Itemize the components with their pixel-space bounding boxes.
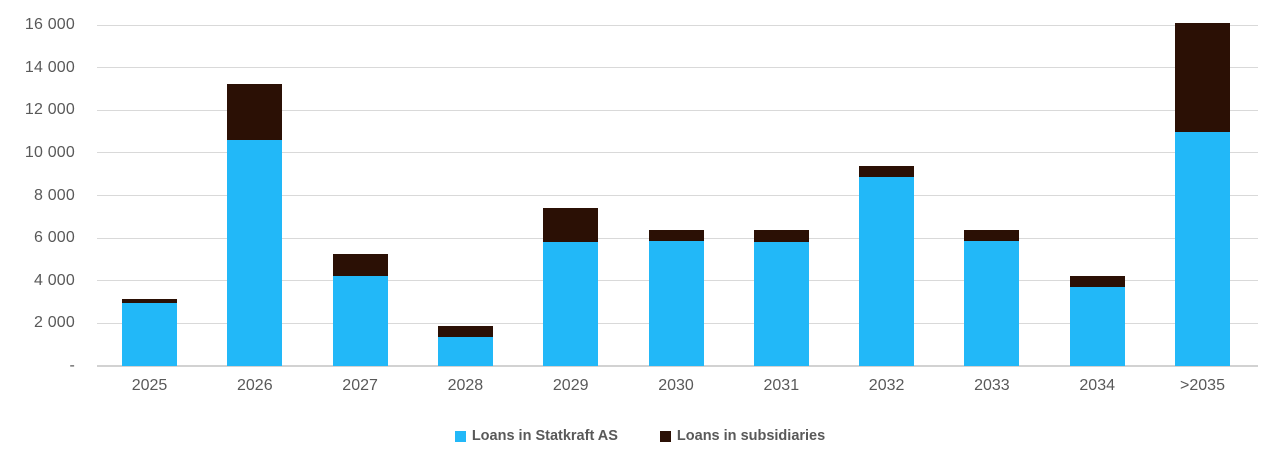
x-tick-label: >2035	[1180, 377, 1225, 394]
bar-segment-subsidiaries-gt2035	[1175, 22, 1230, 132]
bar-segment-subsidiaries-2030	[648, 229, 704, 242]
bar-segment-subsidiaries-2029	[543, 208, 599, 243]
x-tick-label: 2032	[868, 377, 905, 394]
bar-segment-statkraft-gt2035	[1175, 131, 1230, 366]
y-tick-label: 12 000	[24, 101, 75, 119]
bar-segment-subsidiaries-2033	[964, 229, 1020, 242]
x-tick-label: 2034	[1079, 377, 1115, 394]
legend-item-statkraft: Loans in Statkraft AS	[454, 428, 618, 444]
gridline	[97, 195, 1258, 196]
bar-segment-statkraft-2033	[964, 241, 1020, 366]
bar-segment-subsidiaries-2032	[859, 165, 915, 178]
y-tick-label: 2 000	[33, 314, 75, 332]
bar-segment-subsidiaries-2027	[332, 254, 388, 277]
legend-label: Loans in subsidiaries	[676, 428, 826, 444]
bar-segment-subsidiaries-2025	[122, 298, 177, 304]
legend-swatch-icon	[659, 430, 671, 442]
bar-segment-statkraft-2031	[753, 242, 809, 366]
y-tick-label: 16 000	[24, 16, 75, 33]
bar-segment-subsidiaries-2031	[753, 229, 809, 243]
y-tick-label: 4 000	[33, 271, 75, 289]
legend-swatch-icon	[454, 430, 466, 442]
x-tick-label: 2028	[447, 377, 484, 394]
legend: Loans in Statkraft AS Loans in subsidiari…	[0, 428, 1280, 444]
y-tick-label: 14 000	[24, 58, 75, 76]
x-tick-label: 2033	[974, 377, 1010, 394]
bar-segment-statkraft-2034	[1069, 287, 1125, 366]
bar-segment-statkraft-2028	[437, 337, 493, 366]
x-tick-label: 2026	[237, 377, 273, 394]
gridline	[97, 24, 1258, 26]
bar-segment-subsidiaries-2026	[227, 83, 283, 141]
bar-segment-subsidiaries-2028	[437, 325, 493, 338]
y-tick-label: 10 000	[24, 143, 75, 161]
x-tick-label: 2027	[342, 377, 378, 394]
x-tick-label: 2029	[552, 377, 589, 394]
bar-segment-statkraft-2025	[122, 303, 177, 366]
gridline	[97, 67, 1258, 69]
bar-segment-statkraft-2032	[859, 177, 915, 366]
y-tick-label: 8 000	[33, 186, 75, 204]
y-tick-label: -	[69, 357, 75, 374]
x-tick-label: 2030	[658, 377, 694, 394]
x-axis-line	[97, 365, 1258, 367]
bar-segment-statkraft-2030	[648, 241, 704, 366]
bar-segment-subsidiaries-2034	[1069, 276, 1125, 288]
gridline	[97, 109, 1258, 111]
y-tick-label: 6 000	[33, 229, 75, 247]
bar-segment-statkraft-2027	[332, 276, 388, 366]
legend-item-subsidiaries: Loans in subsidiaries	[659, 428, 826, 444]
bar-segment-statkraft-2026	[227, 140, 283, 366]
bar-segment-statkraft-2029	[543, 242, 599, 366]
gridline	[97, 152, 1258, 154]
x-tick-label: 2025	[131, 377, 168, 394]
x-tick-label: 2031	[763, 377, 800, 394]
legend-label: Loans in Statkraft AS	[471, 428, 618, 444]
